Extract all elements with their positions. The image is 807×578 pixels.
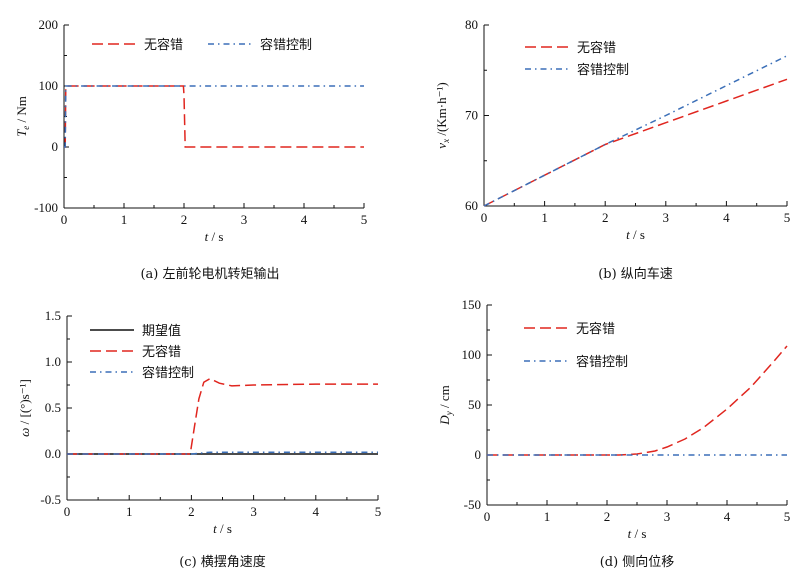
x-axis-unit: / s — [631, 526, 646, 541]
legend-label-2: 无容错 — [142, 344, 181, 360]
x-tick-label: 0 — [64, 504, 71, 519]
x-axis-variable: t — [213, 521, 217, 536]
y-axis-label: vx /(Km·h⁻¹) — [434, 82, 451, 148]
y-axis-label: Dy / cm — [437, 385, 454, 425]
legend-label-3: 容错控制 — [142, 365, 194, 381]
series-line-2 — [67, 377, 378, 455]
x-tick-label: 0 — [61, 212, 68, 227]
x-tick-label: 3 — [664, 509, 671, 524]
x-tick-label: 2 — [181, 212, 188, 227]
y-tick-label: 70 — [465, 108, 478, 123]
x-tick-label: 5 — [361, 212, 368, 227]
y-axis-unit: / [(°)s⁻¹] — [17, 379, 32, 427]
y-tick-label: 200 — [39, 17, 59, 32]
y-axis-label: Te / Nm — [14, 96, 31, 137]
x-tick-label: 4 — [724, 509, 731, 524]
legend-label-1: 无容错 — [144, 37, 183, 53]
x-tick-label: 4 — [301, 212, 308, 227]
x-tick-label: 2 — [604, 509, 611, 524]
x-tick-label: 1 — [544, 509, 551, 524]
x-tick-label: 0 — [481, 210, 488, 225]
y-tick-label: 150 — [462, 297, 482, 312]
series-line-3 — [67, 451, 378, 455]
x-tick-label: 5 — [375, 504, 382, 519]
y-tick-label: 0.5 — [45, 400, 61, 415]
y-tick-label: 100 — [462, 347, 482, 362]
y-tick-label: 100 — [39, 78, 59, 93]
series-line-1 — [483, 78, 788, 207]
y-axis-unit: / Nm — [14, 96, 29, 126]
x-tick-label: 2 — [602, 210, 609, 225]
y-axis-variable: T — [14, 129, 29, 137]
x-tick-label: 4 — [313, 504, 320, 519]
series-line-1 — [64, 85, 364, 148]
y-axis-unit: / cm — [437, 385, 452, 411]
x-tick-label: 1 — [121, 212, 128, 227]
y-tick-label: 60 — [465, 198, 478, 213]
y-tick-label: 80 — [465, 17, 478, 32]
legend-label-2: 容错控制 — [260, 37, 312, 53]
y-axis-variable: ω — [17, 428, 32, 437]
x-axis-unit: / s — [630, 227, 645, 242]
y-tick-label: 0.0 — [45, 446, 61, 461]
x-tick-label: 3 — [663, 210, 670, 225]
y-tick-label: 1.5 — [45, 308, 61, 323]
x-tick-label: 1 — [126, 504, 133, 519]
x-axis-variable: t — [626, 227, 630, 242]
series-line-2 — [483, 55, 788, 207]
y-tick-label: -0.5 — [40, 492, 61, 507]
series-line-2 — [64, 85, 364, 148]
x-axis-variable: t — [205, 229, 209, 244]
x-tick-label: 4 — [723, 210, 730, 225]
panel-c-yaw-rate-chart: 0 1 2 3 4 5 -0.5 0.0 0.5 1.0 1.5 t / s ω / [(°)s⁻¹] 期… — [17, 308, 381, 570]
y-tick-label: 0 — [52, 139, 59, 154]
x-tick-label: 0 — [484, 509, 491, 524]
y-axis-variable: D — [437, 415, 452, 426]
x-tick-label: 3 — [241, 212, 248, 227]
x-axis-variable: t — [628, 526, 632, 541]
y-tick-label: -100 — [34, 200, 58, 215]
legend-label-2: 容错控制 — [577, 62, 629, 78]
panel-caption: (a) 左前轮电机转矩输出 — [140, 266, 279, 282]
y-axis-variable: v — [434, 143, 449, 149]
y-axis-unit: /(Km·h⁻¹) — [434, 82, 449, 139]
x-axis-unit: / s — [217, 521, 232, 536]
y-axis-label: ω / [(°)s⁻¹] — [17, 379, 32, 437]
legend-label-1: 无容错 — [577, 40, 616, 56]
x-axis-label: t / s — [205, 229, 224, 244]
y-tick-label: 0 — [475, 447, 482, 462]
y-tick-label: -50 — [464, 497, 481, 512]
panel-caption: (b) 纵向车速 — [598, 266, 673, 282]
x-axis-label: t / s — [628, 526, 647, 541]
x-axis-unit: / s — [208, 229, 223, 244]
panel-caption: (c) 横摆角速度 — [179, 554, 266, 570]
x-tick-label: 3 — [250, 504, 257, 519]
y-tick-label: 1.0 — [45, 354, 61, 369]
legend-label-1: 无容错 — [576, 321, 615, 337]
x-axis-label: t / s — [213, 521, 232, 536]
x-tick-label: 5 — [784, 509, 791, 524]
panel-caption: (d) 侧向位移 — [600, 554, 675, 570]
x-tick-label: 5 — [784, 210, 791, 225]
y-axis-subscript: e — [21, 126, 31, 130]
y-axis-subscript: x — [441, 139, 451, 144]
x-tick-label: 1 — [541, 210, 548, 225]
y-tick-label: 50 — [468, 397, 481, 412]
series-line-1 — [487, 345, 788, 456]
y-axis-subscript: y — [444, 411, 454, 416]
legend-label-1: 期望值 — [142, 323, 181, 339]
x-tick-label: 2 — [188, 504, 195, 519]
legend-label-2: 容错控制 — [576, 354, 628, 370]
x-axis-label: t / s — [626, 227, 645, 242]
